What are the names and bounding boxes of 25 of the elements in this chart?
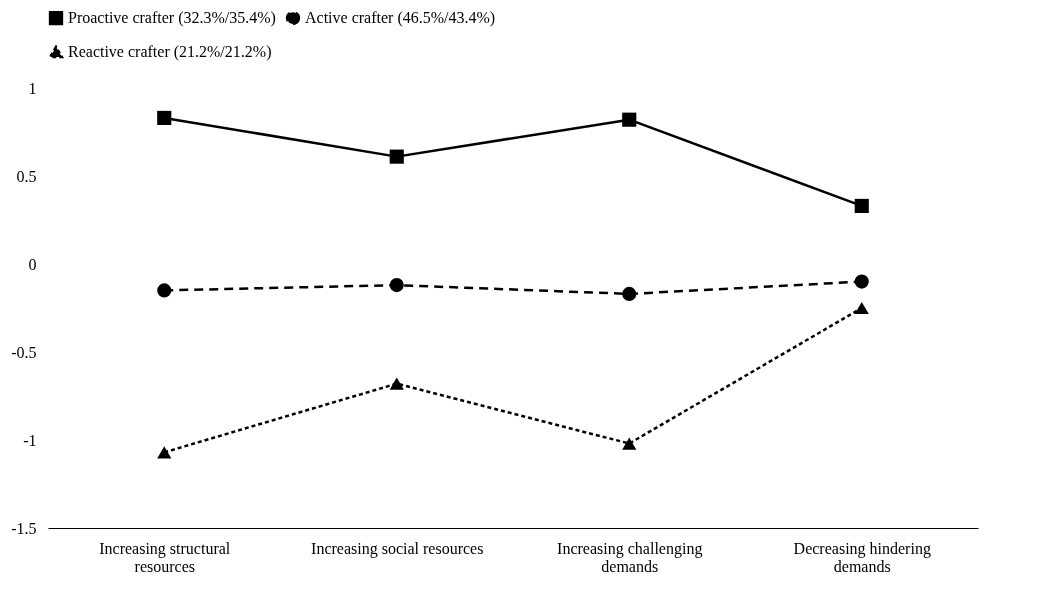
legend-label: Proactive crafter (32.3%/35.4%)	[68, 9, 276, 28]
y-tick-label: 1	[28, 79, 37, 97]
point	[622, 437, 637, 450]
y-tick-label: -0.5	[11, 343, 37, 361]
point	[157, 110, 172, 125]
x-tick-label: Increasing structural resources	[99, 539, 231, 575]
point	[622, 286, 637, 301]
x-tick-label: Decreasing hindering demands	[793, 539, 931, 575]
y-tick-label: 0	[28, 255, 37, 273]
point	[854, 198, 869, 213]
point	[854, 301, 869, 315]
point	[389, 377, 404, 390]
y-tick-label: -1	[23, 431, 37, 449]
x-tick-label: Increasing challenging demands	[557, 539, 703, 575]
y-tick-label: 0.5	[16, 167, 37, 185]
point	[622, 112, 637, 127]
legend-label: Active crafter (46.5%/43.4%)	[305, 9, 496, 28]
point	[389, 149, 404, 164]
point	[157, 446, 172, 459]
point	[389, 278, 404, 293]
y-tick-label: -1.5	[11, 519, 37, 537]
x-tick-label: Increasing social resources	[311, 539, 484, 558]
point	[854, 274, 869, 289]
point	[157, 283, 172, 298]
legend-label: Reactive crafter (21.2%/21.2%)	[68, 43, 272, 61]
